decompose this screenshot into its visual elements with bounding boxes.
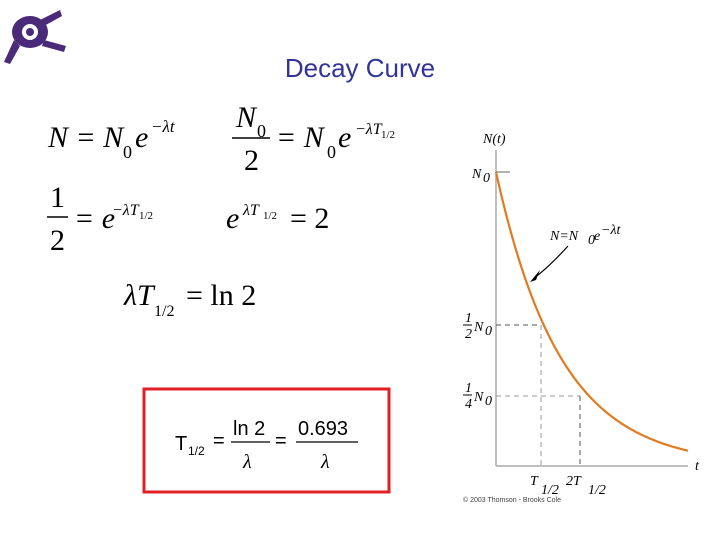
group	[4, 10, 66, 64]
curve-sub: 0	[588, 233, 595, 248]
t-half-sub: 1/2	[541, 483, 559, 498]
eq-text: 1	[50, 181, 65, 214]
eq-text: e	[226, 202, 239, 235]
eq-text: 2	[50, 224, 65, 257]
eq-text: = e	[74, 202, 115, 235]
frac-den: 2	[465, 327, 472, 342]
formula-text: =	[275, 430, 287, 452]
credit: © 2003 Thomson - Brooks Cole	[463, 496, 561, 504]
eq-text: = ln 2	[186, 279, 256, 312]
formula-text: λ	[320, 451, 330, 473]
group: λT 1/2 = ln 2	[123, 279, 256, 320]
formula-sub: 1/2	[188, 444, 205, 458]
y-axis-label: N(t)	[482, 132, 506, 147]
curve-label: N=N	[549, 229, 579, 244]
group: N = N 0 e −λt	[47, 117, 176, 162]
arrow	[533, 245, 569, 279]
eq-text: 2	[244, 144, 259, 177]
eq-sup: λT	[242, 202, 260, 219]
n0-sub: 0	[483, 171, 490, 186]
eq-sup: −λt	[151, 117, 176, 136]
eq-text: e	[338, 121, 351, 154]
x-axis-label: t	[695, 459, 700, 474]
frac-num: 1	[465, 311, 472, 326]
eq-sup: 1/2	[381, 129, 395, 141]
t-half-label: T	[530, 474, 539, 489]
group: 1 2 = e −λT 1/2	[47, 181, 153, 257]
eq-text: e	[135, 121, 148, 154]
half-sub: 0	[485, 324, 492, 339]
eq-sub: 0	[257, 121, 266, 141]
curve-label: e	[594, 229, 600, 244]
quarter-sub: 0	[485, 394, 492, 409]
highlight-box	[142, 387, 391, 494]
group	[26, 28, 34, 36]
formula-text: ln 2	[233, 418, 265, 440]
frac-den: 4	[465, 397, 472, 412]
eq-text: = 2	[290, 202, 329, 235]
formula-text: T	[175, 433, 187, 455]
eq-sup: 1/2	[263, 210, 277, 222]
formula-text: =	[213, 430, 225, 452]
two-t-half-sub: 1/2	[588, 483, 606, 498]
eq-text: λT	[123, 279, 156, 312]
quarter-label: N	[473, 390, 484, 405]
eq-text: = N	[276, 121, 326, 154]
eq-sup: 1/2	[139, 210, 153, 222]
eq-text: N = N	[47, 121, 125, 154]
group: e λT 1/2 = 2	[226, 202, 329, 235]
logo	[4, 10, 66, 64]
decay-graph: N(t) t N 0 N=N 0 e −λt 1 2 N 0 1 4 N 0 T…	[463, 132, 700, 504]
group: N 0 2 = N 0 e −λT 1/2	[232, 101, 395, 177]
curve-sup: −λt	[601, 223, 622, 238]
half-label: N	[473, 320, 484, 335]
group: T 1/2 = ln 2 λ = 0.693 λ	[175, 418, 358, 473]
arrowhead	[530, 270, 540, 282]
title: Decay Curve	[285, 53, 435, 83]
eq-sub: 0	[327, 142, 336, 162]
n0-label: N	[471, 167, 482, 182]
decay-curve	[494, 171, 689, 452]
eq-sup: −λT	[355, 121, 383, 138]
two-t-half-label: 2T	[566, 474, 582, 489]
frac-num: 1	[465, 381, 472, 396]
formula-text: 0.693	[298, 418, 348, 440]
eq-sup: −λT	[112, 202, 140, 219]
eq-sub: 1/2	[154, 303, 174, 320]
eq-sub: 0	[123, 142, 132, 162]
eq-text: N	[235, 101, 258, 134]
formula-text: λ	[242, 451, 252, 473]
